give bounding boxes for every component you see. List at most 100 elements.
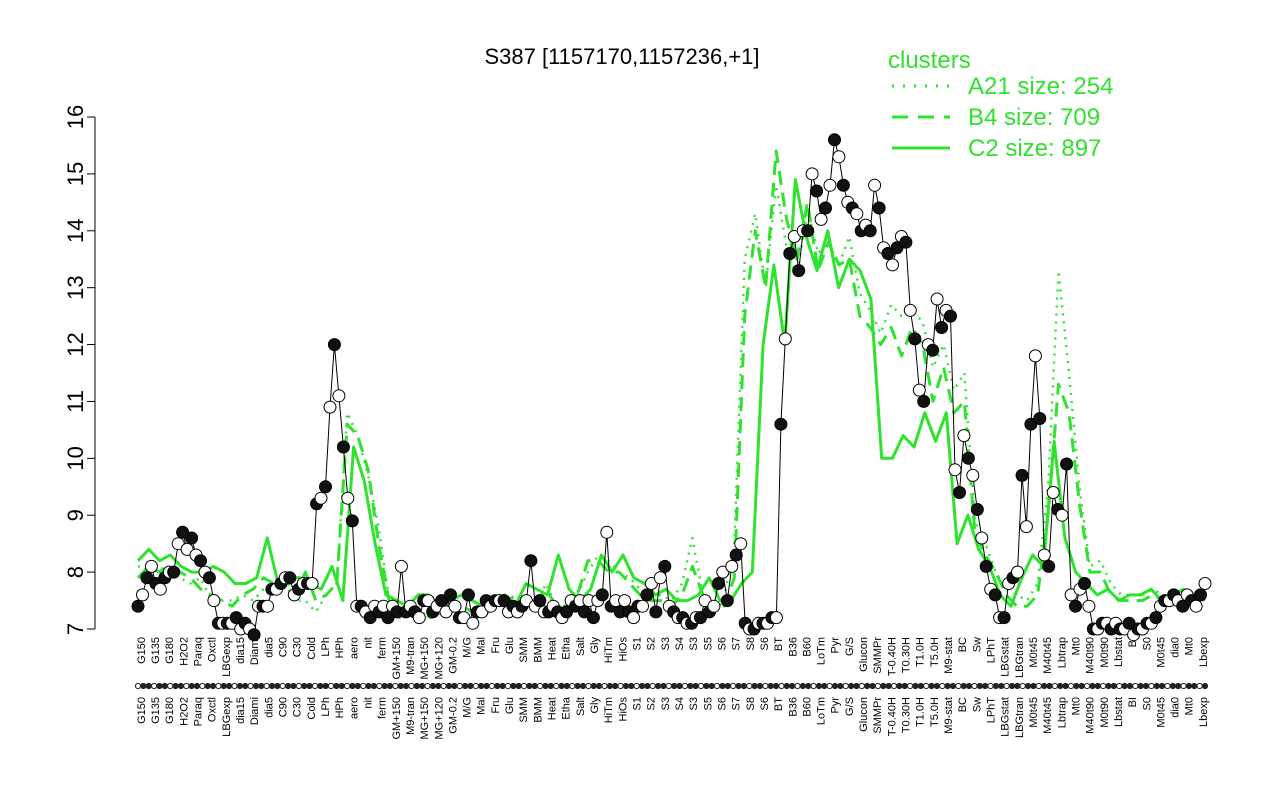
x-rug-mark xyxy=(907,682,914,690)
series-line-solid xyxy=(136,178,1206,608)
x-rug-mark xyxy=(1035,682,1042,690)
x-rug-mark xyxy=(1153,682,1160,690)
x-tick-label-lower: C30 xyxy=(292,697,304,717)
x-rug-mark xyxy=(1100,682,1107,690)
x-tick-label-lower: BT xyxy=(773,697,785,711)
data-point xyxy=(1011,565,1024,579)
x-tick-label: Diami xyxy=(249,637,261,665)
x-rug-mark xyxy=(376,682,383,690)
x-tick-label-lower: S8 xyxy=(745,697,757,710)
x-rug-mark xyxy=(553,682,560,690)
data-point xyxy=(810,184,824,198)
x-tick-label-lower: G180 xyxy=(164,697,176,724)
x-tick-label: LBGtran xyxy=(1014,637,1026,678)
data-point xyxy=(412,611,426,625)
data-point xyxy=(261,599,274,613)
x-tick-label-lower: T0.30H xyxy=(901,697,913,733)
x-tick-label-lower: LoTm xyxy=(816,697,828,725)
x-tick-label-lower: Lbtrap xyxy=(1056,697,1068,728)
x-tick-label-lower: S7 xyxy=(731,697,743,710)
x-rug-mark xyxy=(526,682,533,690)
x-rug-mark xyxy=(365,682,372,690)
x-rug-mark xyxy=(778,682,785,690)
x-rug-mark xyxy=(1014,682,1021,690)
legend-label: A21 size: 254 xyxy=(968,73,1113,100)
x-tick-label: Lbexp xyxy=(1198,637,1210,667)
x-rug-mark xyxy=(274,682,281,690)
x-rug-mark xyxy=(1046,682,1053,690)
x-tick-label-lower: Mt0 xyxy=(1070,697,1082,715)
x-rug-mark xyxy=(354,682,361,690)
x-tick-label: Oxctl xyxy=(207,637,219,662)
x-rug-mark xyxy=(944,682,951,690)
x-rug-mark xyxy=(638,682,646,690)
x-tick-label-lower: M9-stat xyxy=(943,697,955,734)
x-axis: G150G150G135G135G180G180H2O2H2O2ParaqPar… xyxy=(134,636,1210,740)
x-tick-label: Pyr xyxy=(830,637,842,654)
x-tick-label-lower: S2 xyxy=(646,697,658,710)
x-tick-label: H2O2 xyxy=(178,637,190,666)
x-rug-mark xyxy=(311,682,319,690)
x-rug-mark xyxy=(295,682,302,690)
x-rug-mark xyxy=(1148,682,1155,690)
x-tick-label-lower: nit xyxy=(362,697,374,709)
data-point xyxy=(336,440,350,454)
data-point xyxy=(1037,548,1051,562)
x-tick-label-lower: B60 xyxy=(801,697,813,717)
x-rug-mark xyxy=(1180,682,1187,690)
x-rug-mark xyxy=(848,682,855,690)
x-tick-label: LBGexp xyxy=(221,637,233,677)
x-tick-label-lower: S5 xyxy=(702,697,714,710)
x-tick-label-lower: LBGexp xyxy=(221,697,233,737)
x-tick-label: Heat xyxy=(547,637,559,660)
x-tick-label-lower: M40t90 xyxy=(1085,697,1097,734)
x-rug-mark xyxy=(590,682,597,690)
x-tick-label: S1 xyxy=(632,637,644,650)
x-tick-label-lower: LPhT xyxy=(986,697,998,724)
data-point xyxy=(886,258,899,272)
x-tick-label: S3 xyxy=(660,637,672,650)
x-rug-mark xyxy=(188,682,195,690)
x-rug-mark xyxy=(628,682,635,690)
x-tick-label-lower: BC xyxy=(957,697,969,712)
x-rug-mark xyxy=(928,682,935,690)
x-rug-mark xyxy=(853,682,860,690)
y-tick-label: 14 xyxy=(63,219,88,243)
x-rug-mark xyxy=(713,682,721,690)
x-tick-label: Lbstat xyxy=(1113,637,1125,667)
x-rug-mark xyxy=(719,682,726,690)
x-rug-mark xyxy=(338,682,345,690)
x-rug-mark xyxy=(831,682,839,690)
data-point xyxy=(805,167,819,181)
x-rug-mark xyxy=(537,682,544,690)
x-rug-mark xyxy=(242,682,249,690)
x-tick-label-lower: S6 xyxy=(716,697,728,710)
x-rug-mark xyxy=(703,682,710,690)
x-tick-label: dia5 xyxy=(263,637,275,658)
x-rug-mark xyxy=(858,682,865,690)
data-point xyxy=(850,207,864,221)
x-rug-mark xyxy=(435,682,442,690)
x-rug-mark xyxy=(949,682,957,690)
x-rug-mark xyxy=(408,682,415,690)
x-rug-mark xyxy=(821,682,828,690)
data-point xyxy=(819,201,832,215)
chart-title: S387 [1157170,1157236,+1] xyxy=(484,44,759,69)
x-rug-mark xyxy=(247,682,254,690)
x-rug-mark xyxy=(478,682,485,690)
x-tick-label: M/G xyxy=(462,637,474,658)
x-rug-mark xyxy=(386,682,394,690)
x-tick-label-lower: BI xyxy=(1127,697,1139,707)
x-rug-mark xyxy=(209,682,217,690)
x-tick-label-lower: GM-0.2 xyxy=(447,697,459,734)
x-rug-mark xyxy=(183,682,190,690)
x-tick-label-lower: Lbexp xyxy=(1198,697,1210,727)
data-point xyxy=(953,486,966,499)
x-rug-mark xyxy=(987,682,994,690)
x-rug-mark xyxy=(499,682,506,690)
data-point xyxy=(783,247,797,260)
data-point xyxy=(1082,599,1096,613)
x-rug-mark xyxy=(134,682,142,690)
x-rug-mark xyxy=(563,682,571,690)
x-tick-label-lower: HiOs xyxy=(617,697,629,722)
